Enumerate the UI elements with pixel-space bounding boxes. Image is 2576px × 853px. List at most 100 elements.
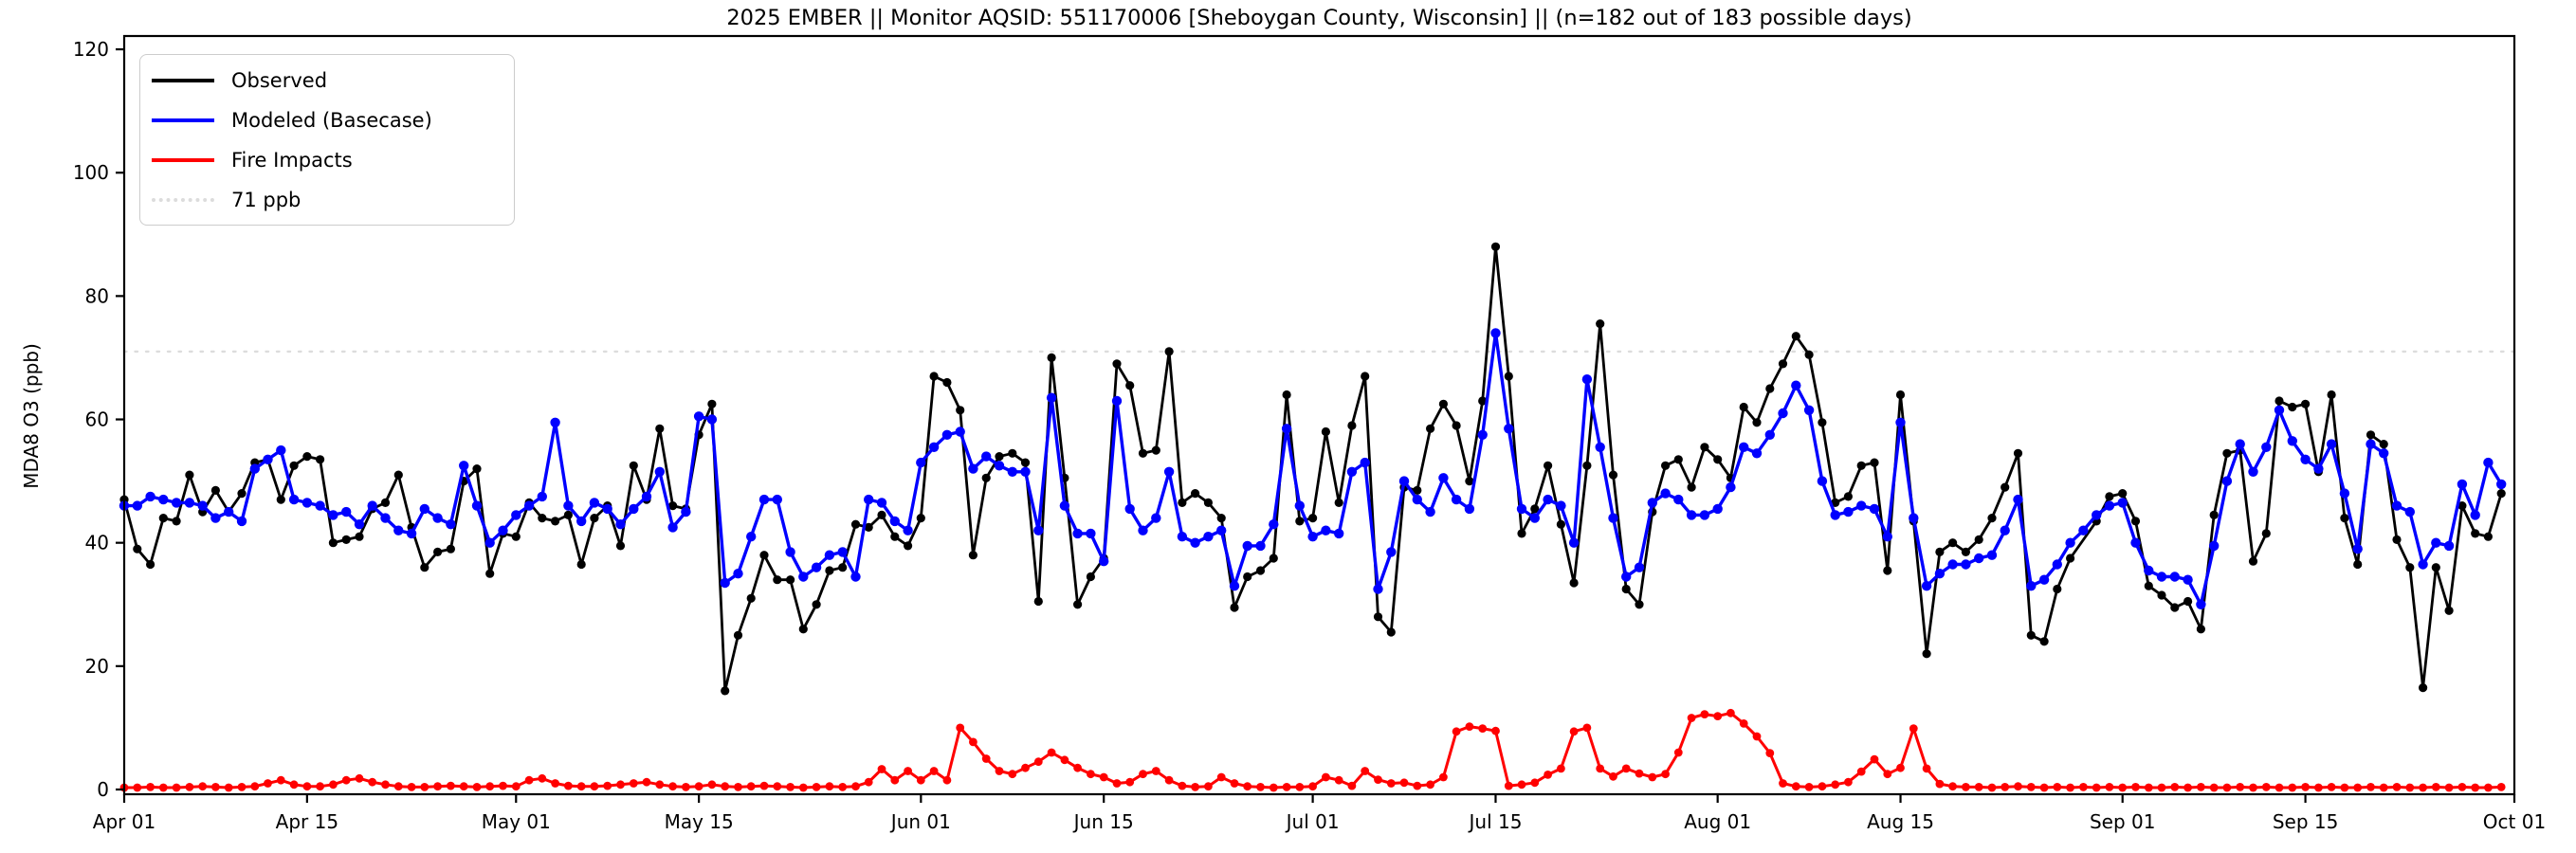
fire-impacts-marker [1125, 777, 1135, 787]
fire-impacts-marker [158, 783, 168, 792]
fire-impacts-marker [1621, 764, 1631, 773]
modeled-basecase-marker [2339, 488, 2350, 499]
observed-marker [2209, 510, 2219, 520]
modeled-basecase-marker [1360, 457, 1370, 468]
modeled-basecase-marker [1086, 528, 1096, 539]
modeled-basecase-marker [1412, 494, 1423, 505]
modeled-basecase-marker [1986, 550, 1998, 560]
modeled-basecase-marker [393, 525, 404, 535]
fire-impacts-marker [2014, 782, 2022, 791]
x-tick-label: Sep 15 [2273, 810, 2339, 833]
fire-impacts-marker [2484, 783, 2493, 792]
observed-marker [1504, 372, 1513, 381]
modeled-basecase-marker [1673, 494, 1684, 505]
fire-impacts-marker [1831, 780, 1840, 789]
modeled-basecase-marker [1033, 525, 1044, 535]
observed-marker [1530, 504, 1540, 514]
modeled-basecase-marker [1778, 408, 1788, 419]
legend-label: 71 ppb [231, 188, 301, 211]
modeled-basecase-marker [563, 500, 574, 511]
fire-impacts-marker [773, 782, 782, 791]
modeled-basecase-marker [406, 528, 417, 539]
fire-impacts-marker [447, 781, 455, 790]
modeled-basecase-marker [758, 494, 770, 505]
fire-impacts-marker [1230, 779, 1239, 788]
observed-marker [563, 510, 574, 520]
legend-label: Fire Impacts [231, 148, 353, 172]
modeled-basecase-marker [2235, 439, 2245, 449]
observed-marker [1673, 455, 1683, 464]
observed-marker [2431, 563, 2440, 572]
observed-marker [1452, 421, 1461, 430]
observed-marker [433, 547, 443, 557]
fire-impacts-marker [2366, 783, 2375, 791]
observed-marker [2353, 559, 2363, 570]
modeled-basecase-marker [681, 506, 691, 517]
observed-marker [733, 630, 743, 640]
modeled-basecase-marker [1947, 559, 1958, 570]
fire-impacts-marker [1856, 767, 1866, 776]
modeled-basecase-marker [654, 466, 665, 477]
legend-label: Observed [231, 68, 328, 92]
fire-impacts-marker [2405, 783, 2415, 792]
x-tick-label: Apr 15 [276, 810, 338, 833]
x-tick-label: May 15 [665, 810, 734, 833]
fire-impacts-marker [185, 783, 194, 791]
observed-marker [1856, 461, 1866, 470]
modeled-basecase-marker [1373, 584, 1383, 594]
observed-marker [1739, 402, 1748, 412]
fire-line-swatch [152, 157, 214, 162]
fire-impacts-marker [746, 782, 756, 791]
fire-impacts-marker [264, 779, 272, 788]
fire-impacts-marker [1112, 779, 1122, 788]
y-axis-label: MDA8 O3 (ppb) [20, 343, 43, 489]
modeled-basecase-marker [2313, 463, 2324, 474]
fire-impacts-marker [146, 783, 155, 791]
observed-marker [1334, 498, 1343, 508]
fire-impacts-marker [1909, 724, 1918, 733]
modeled-basecase-marker [876, 498, 887, 508]
modeled-basecase-marker [1621, 572, 1632, 582]
modeled-basecase-marker [811, 562, 822, 572]
fire-impacts-marker [2197, 783, 2205, 791]
observed-marker [1948, 538, 1958, 548]
fire-impacts-marker [1582, 723, 1592, 733]
fire-impacts-marker [1726, 708, 1735, 717]
observed-marker [746, 593, 756, 603]
observed-marker [1478, 396, 1488, 406]
modeled-basecase-marker [132, 500, 142, 511]
x-tick-label: Jul 01 [1285, 810, 1340, 833]
observed-marker [1426, 424, 1435, 433]
observed-marker [1255, 566, 1266, 575]
modeled-basecase-marker [537, 491, 547, 502]
fire-impacts-marker [2353, 783, 2363, 792]
modeled-basecase-marker [629, 503, 639, 515]
observed-marker [1895, 390, 1906, 400]
modeled-basecase-marker [994, 461, 1005, 471]
modeled-basecase-marker [2026, 581, 2037, 591]
observed-marker [786, 575, 795, 585]
observed-marker [1243, 572, 1252, 582]
observed-marker [1922, 649, 1931, 659]
observed-marker [1818, 418, 1827, 427]
fire-impacts-marker [524, 775, 534, 785]
observed-marker [446, 544, 455, 554]
modeled-basecase-marker [1686, 510, 1697, 520]
observed-marker [1386, 627, 1396, 637]
modeled-basecase-marker [2078, 525, 2089, 535]
fire-impacts-marker [2236, 783, 2245, 791]
observed-marker [615, 541, 626, 551]
observed-marker [551, 517, 560, 526]
fire-impacts-marker [1243, 782, 1252, 791]
fire-impacts-marker [1151, 767, 1160, 775]
observed-marker [1295, 517, 1305, 526]
observed-marker [1282, 390, 1291, 400]
observed-marker [995, 452, 1004, 462]
fire-impacts-marker [1178, 781, 1187, 790]
fire-impacts-marker [812, 783, 821, 791]
observed-marker [1596, 319, 1605, 329]
observed-marker [2157, 590, 2166, 600]
modeled-basecase-marker [1961, 559, 1971, 570]
observed-marker [1465, 477, 1474, 486]
observed-marker [393, 470, 403, 480]
